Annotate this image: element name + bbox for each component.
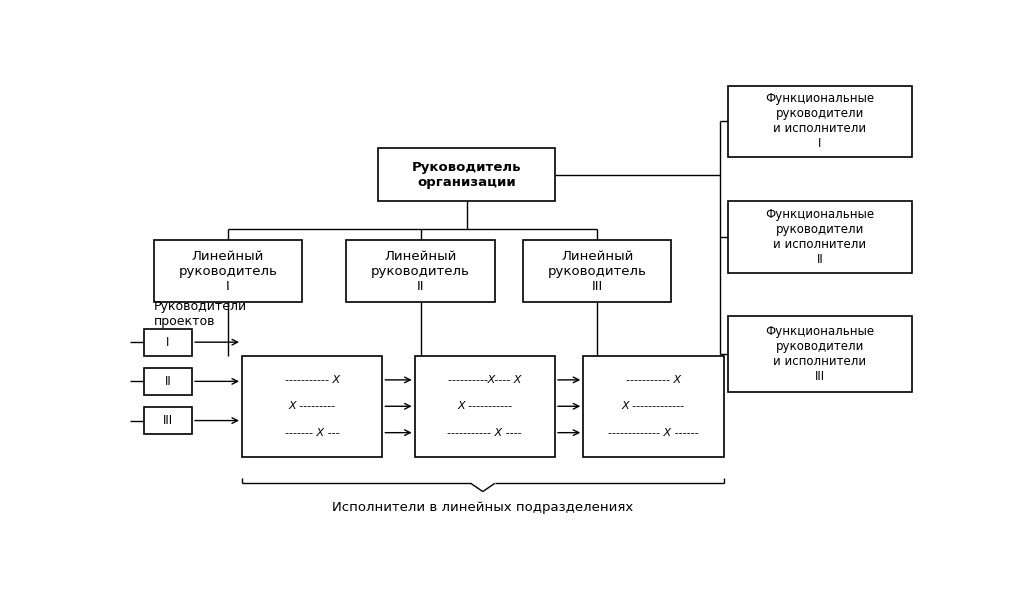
Text: Функциональные
руководители
и исполнители
I: Функциональные руководители и исполнител… — [766, 92, 874, 150]
Text: Функциональные
руководители
и исполнители
II: Функциональные руководители и исполнител… — [766, 208, 874, 266]
Text: ------- X ---: ------- X --- — [285, 428, 340, 438]
Text: X -------------: X ------------- — [622, 401, 685, 412]
Text: X ---------: X --------- — [289, 401, 336, 412]
Text: II: II — [165, 375, 171, 388]
Bar — [414, 356, 555, 457]
Bar — [727, 201, 913, 273]
Text: ------------- X ------: ------------- X ------ — [608, 428, 698, 438]
Bar — [378, 148, 555, 201]
Bar — [144, 407, 192, 434]
Text: ----------- X ----: ----------- X ---- — [448, 428, 522, 438]
Text: I: I — [167, 335, 170, 349]
Bar — [144, 329, 192, 356]
Bar — [523, 240, 671, 302]
Text: ----------- X: ----------- X — [285, 375, 340, 385]
Text: Линейный
руководитель
I: Линейный руководитель I — [178, 250, 278, 293]
Bar — [583, 356, 724, 457]
Bar — [144, 368, 192, 395]
Bar — [242, 356, 382, 457]
Bar — [727, 86, 913, 157]
Text: ----------X---- X: ----------X---- X — [449, 375, 521, 385]
Bar — [346, 240, 495, 302]
Text: X -----------: X ----------- — [457, 401, 513, 412]
Text: Функциональные
руководители
и исполнители
III: Функциональные руководители и исполнител… — [766, 325, 874, 383]
Text: III: III — [163, 414, 173, 427]
Bar — [727, 316, 913, 392]
Text: Руководитель
организации: Руководитель организации — [412, 161, 521, 189]
Text: Линейный
руководитель
II: Линейный руководитель II — [371, 250, 470, 293]
Bar — [153, 240, 303, 302]
Text: Исполнители в линейных подразделениях: Исполнители в линейных подразделениях — [333, 501, 633, 514]
Text: ----------- X: ----------- X — [626, 375, 681, 385]
Text: Линейный
руководитель
III: Линейный руководитель III — [548, 250, 646, 293]
Text: Руководители
проектов: Руководители проектов — [153, 300, 247, 328]
